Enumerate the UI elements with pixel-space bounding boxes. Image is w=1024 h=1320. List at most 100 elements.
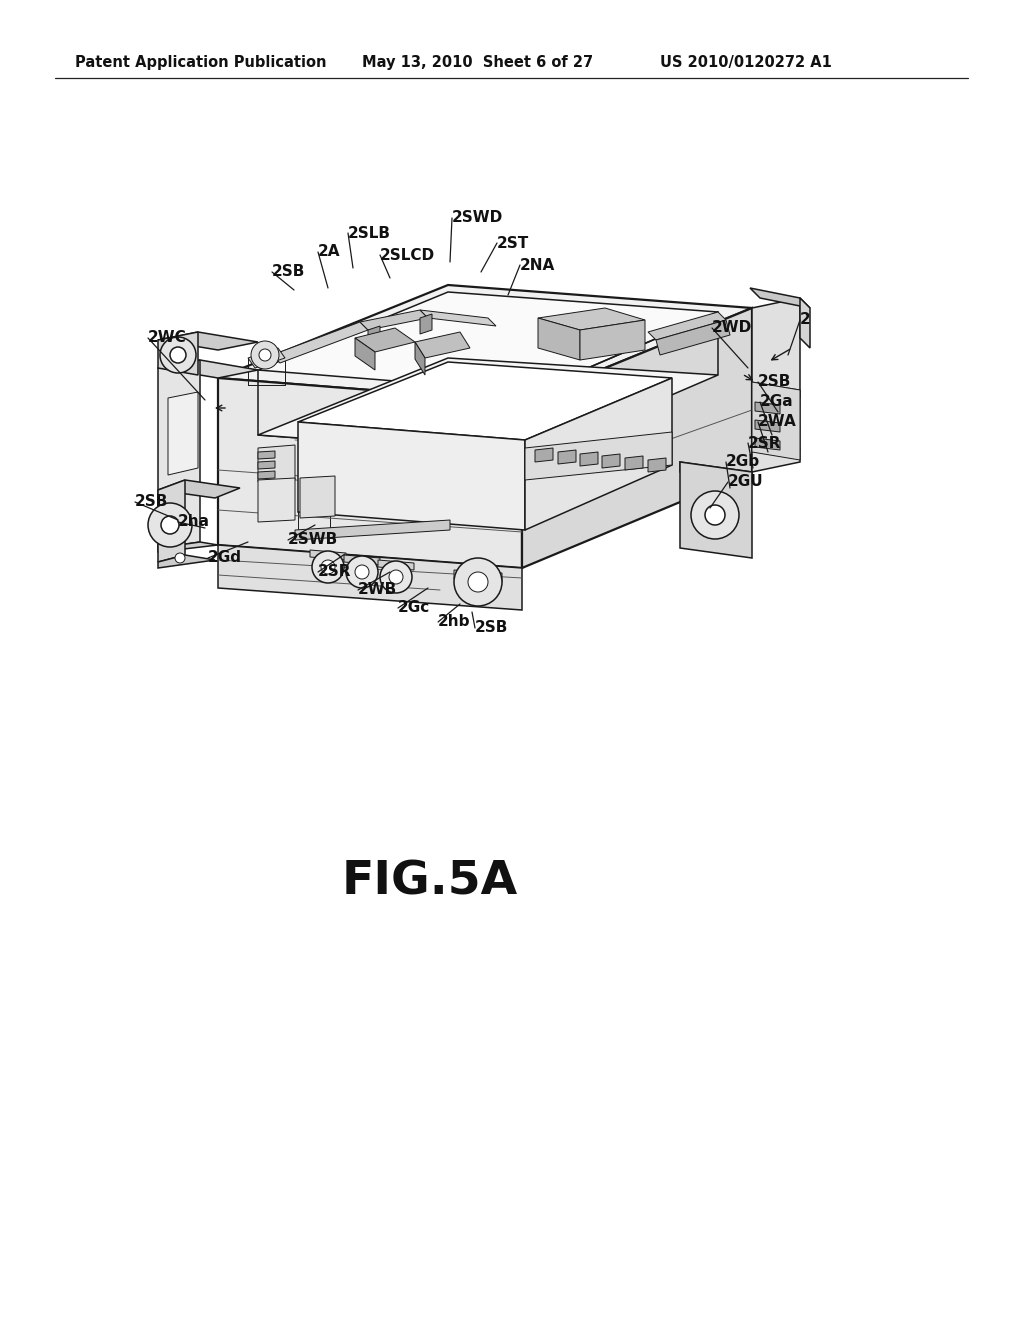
Text: 2ha: 2ha: [178, 515, 210, 529]
Polygon shape: [538, 308, 645, 330]
Polygon shape: [522, 308, 752, 568]
Polygon shape: [752, 381, 800, 459]
Polygon shape: [158, 554, 215, 568]
Polygon shape: [272, 322, 368, 363]
Text: May 13, 2010  Sheet 6 of 27: May 13, 2010 Sheet 6 of 27: [362, 54, 593, 70]
Polygon shape: [415, 342, 425, 375]
Polygon shape: [298, 362, 672, 440]
Polygon shape: [625, 455, 643, 470]
Text: 2SB: 2SB: [135, 495, 168, 510]
Text: 2NA: 2NA: [520, 257, 555, 272]
Circle shape: [161, 516, 179, 535]
Polygon shape: [420, 310, 496, 326]
Text: 2WB: 2WB: [358, 582, 397, 598]
Circle shape: [691, 491, 739, 539]
Polygon shape: [750, 288, 810, 308]
Circle shape: [705, 506, 725, 525]
Polygon shape: [415, 333, 470, 358]
Circle shape: [380, 561, 412, 593]
Polygon shape: [656, 319, 730, 355]
Polygon shape: [355, 327, 415, 352]
Text: 2A: 2A: [318, 244, 341, 260]
Polygon shape: [648, 312, 726, 341]
Text: 2Gd: 2Gd: [208, 550, 242, 565]
Text: 2WD: 2WD: [712, 321, 753, 335]
Text: 2Gc: 2Gc: [398, 601, 430, 615]
Text: 2SB: 2SB: [272, 264, 305, 280]
Circle shape: [251, 341, 279, 370]
Polygon shape: [648, 458, 666, 473]
Polygon shape: [158, 360, 258, 378]
Text: 2Ga: 2Ga: [760, 395, 794, 409]
Polygon shape: [360, 310, 428, 330]
Polygon shape: [218, 545, 522, 610]
Text: US 2010/0120272 A1: US 2010/0120272 A1: [660, 54, 831, 70]
Text: 2: 2: [800, 313, 811, 327]
Polygon shape: [602, 454, 620, 469]
Polygon shape: [258, 292, 718, 392]
Polygon shape: [752, 308, 800, 327]
Polygon shape: [158, 480, 240, 498]
Polygon shape: [378, 560, 414, 570]
Polygon shape: [295, 520, 450, 540]
Polygon shape: [310, 550, 346, 560]
Polygon shape: [535, 447, 553, 462]
Polygon shape: [258, 445, 295, 482]
Circle shape: [170, 347, 186, 363]
Polygon shape: [248, 348, 285, 368]
Polygon shape: [420, 314, 432, 334]
Text: 2GU: 2GU: [728, 474, 764, 490]
Polygon shape: [168, 392, 198, 475]
Polygon shape: [158, 360, 200, 548]
Polygon shape: [300, 477, 335, 517]
Polygon shape: [580, 319, 645, 360]
Polygon shape: [752, 298, 800, 473]
Polygon shape: [368, 326, 380, 346]
Text: 2SWB: 2SWB: [288, 532, 338, 548]
Polygon shape: [218, 285, 752, 403]
Polygon shape: [258, 451, 275, 459]
Polygon shape: [755, 438, 780, 450]
Circle shape: [259, 348, 271, 360]
Circle shape: [175, 553, 185, 564]
Polygon shape: [218, 378, 522, 568]
Polygon shape: [258, 471, 275, 479]
Polygon shape: [680, 462, 752, 558]
Text: 2SR: 2SR: [748, 436, 781, 450]
Polygon shape: [158, 333, 198, 375]
Circle shape: [346, 556, 378, 587]
Polygon shape: [158, 480, 185, 562]
Text: 2WC: 2WC: [148, 330, 186, 346]
Polygon shape: [525, 378, 672, 531]
Text: 2SLCD: 2SLCD: [380, 248, 435, 263]
Polygon shape: [158, 333, 258, 350]
Polygon shape: [525, 432, 672, 480]
Text: 2SWD: 2SWD: [452, 210, 503, 226]
Polygon shape: [344, 554, 380, 565]
Polygon shape: [158, 543, 218, 552]
Polygon shape: [258, 461, 275, 469]
Circle shape: [454, 558, 502, 606]
Circle shape: [312, 550, 344, 583]
Text: 2SB: 2SB: [758, 375, 792, 389]
Circle shape: [389, 570, 403, 583]
Circle shape: [148, 503, 193, 546]
Polygon shape: [258, 358, 718, 455]
Polygon shape: [752, 381, 800, 399]
Text: 2WA: 2WA: [758, 414, 797, 429]
Text: 2hb: 2hb: [438, 615, 470, 630]
Text: 2Gb: 2Gb: [726, 454, 760, 470]
Polygon shape: [800, 298, 810, 348]
Polygon shape: [298, 422, 525, 531]
Text: 2SB: 2SB: [475, 620, 508, 635]
Text: 2SLB: 2SLB: [348, 226, 391, 240]
Text: 2SR: 2SR: [318, 565, 351, 579]
Polygon shape: [755, 403, 780, 414]
Text: Patent Application Publication: Patent Application Publication: [75, 54, 327, 70]
Circle shape: [355, 565, 369, 579]
Text: FIG.5A: FIG.5A: [342, 859, 518, 904]
Circle shape: [468, 572, 488, 591]
Circle shape: [321, 560, 335, 574]
Polygon shape: [580, 451, 598, 466]
Polygon shape: [558, 450, 575, 465]
